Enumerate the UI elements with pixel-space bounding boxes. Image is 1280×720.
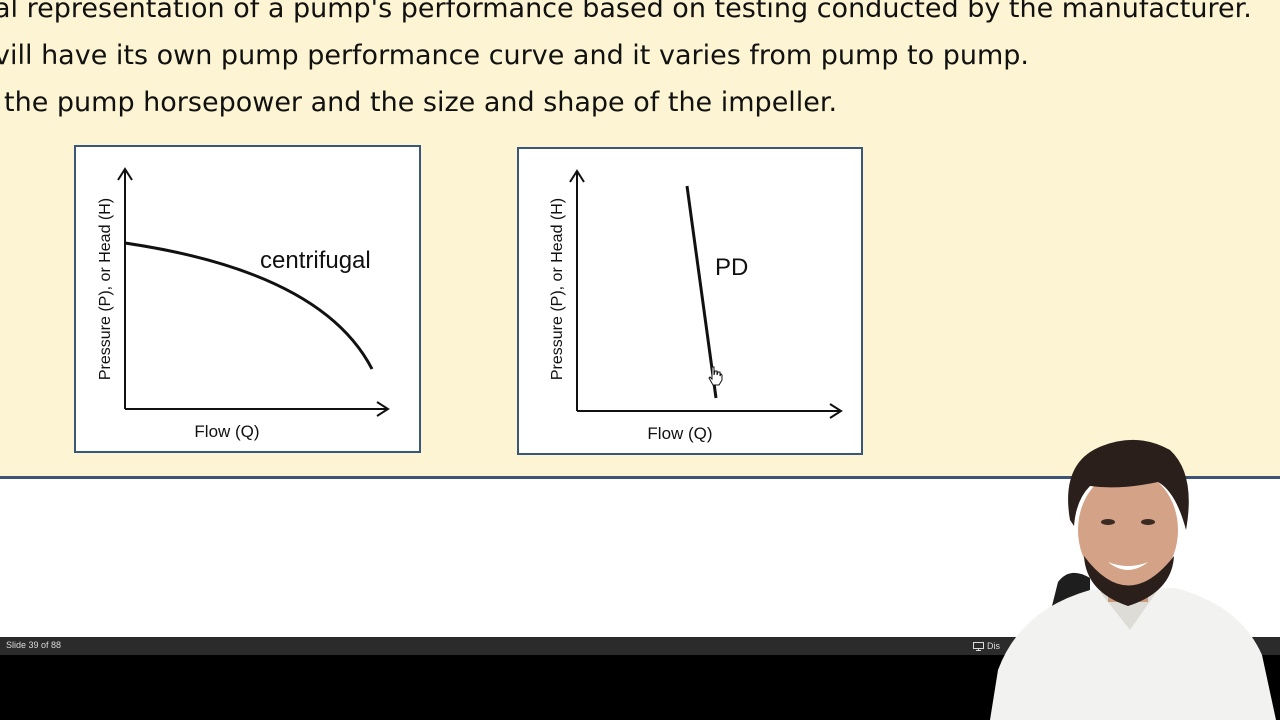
x-axis-label: Flow (Q) (647, 424, 712, 443)
axes (117, 167, 390, 417)
slide-text-line-2: vill have its own pump performance curve… (0, 40, 1030, 71)
centrifugal-curve (124, 241, 374, 370)
slide-divider (0, 476, 1280, 479)
status-bar: Slide 39 of 88 Dis (0, 637, 1280, 655)
pd-curve-diagram: PD Flow (Q) Pressure (P), or Head (H) (517, 147, 863, 455)
slide-counter: Slide 39 of 88 (6, 640, 62, 650)
display-settings-label: Dis (987, 641, 1000, 651)
y-axis-label: Pressure (P), or Head (H) (549, 198, 566, 380)
presenter-webcam (990, 430, 1280, 720)
slide-text-line-1: al representation of a pump's performanc… (0, 0, 1252, 24)
curve-label: PD (715, 254, 748, 281)
slide-content: al representation of a pump's performanc… (0, 0, 1280, 476)
x-axis-label: Flow (Q) (194, 422, 259, 441)
slide-text-line-3: the pump horsepower and the size and sha… (4, 87, 838, 118)
display-settings-button[interactable]: Dis (973, 639, 1000, 653)
curve-label: centrifugal (260, 247, 371, 274)
y-axis-label: Pressure (P), or Head (H) (97, 198, 114, 380)
pd-curve (685, 185, 718, 399)
hand-pointer-icon (708, 366, 723, 386)
display-settings-icon (973, 641, 984, 651)
centrifugal-curve-diagram: centrifugal Flow (Q) Pressure (P), or He… (74, 145, 421, 453)
axes (569, 169, 843, 419)
